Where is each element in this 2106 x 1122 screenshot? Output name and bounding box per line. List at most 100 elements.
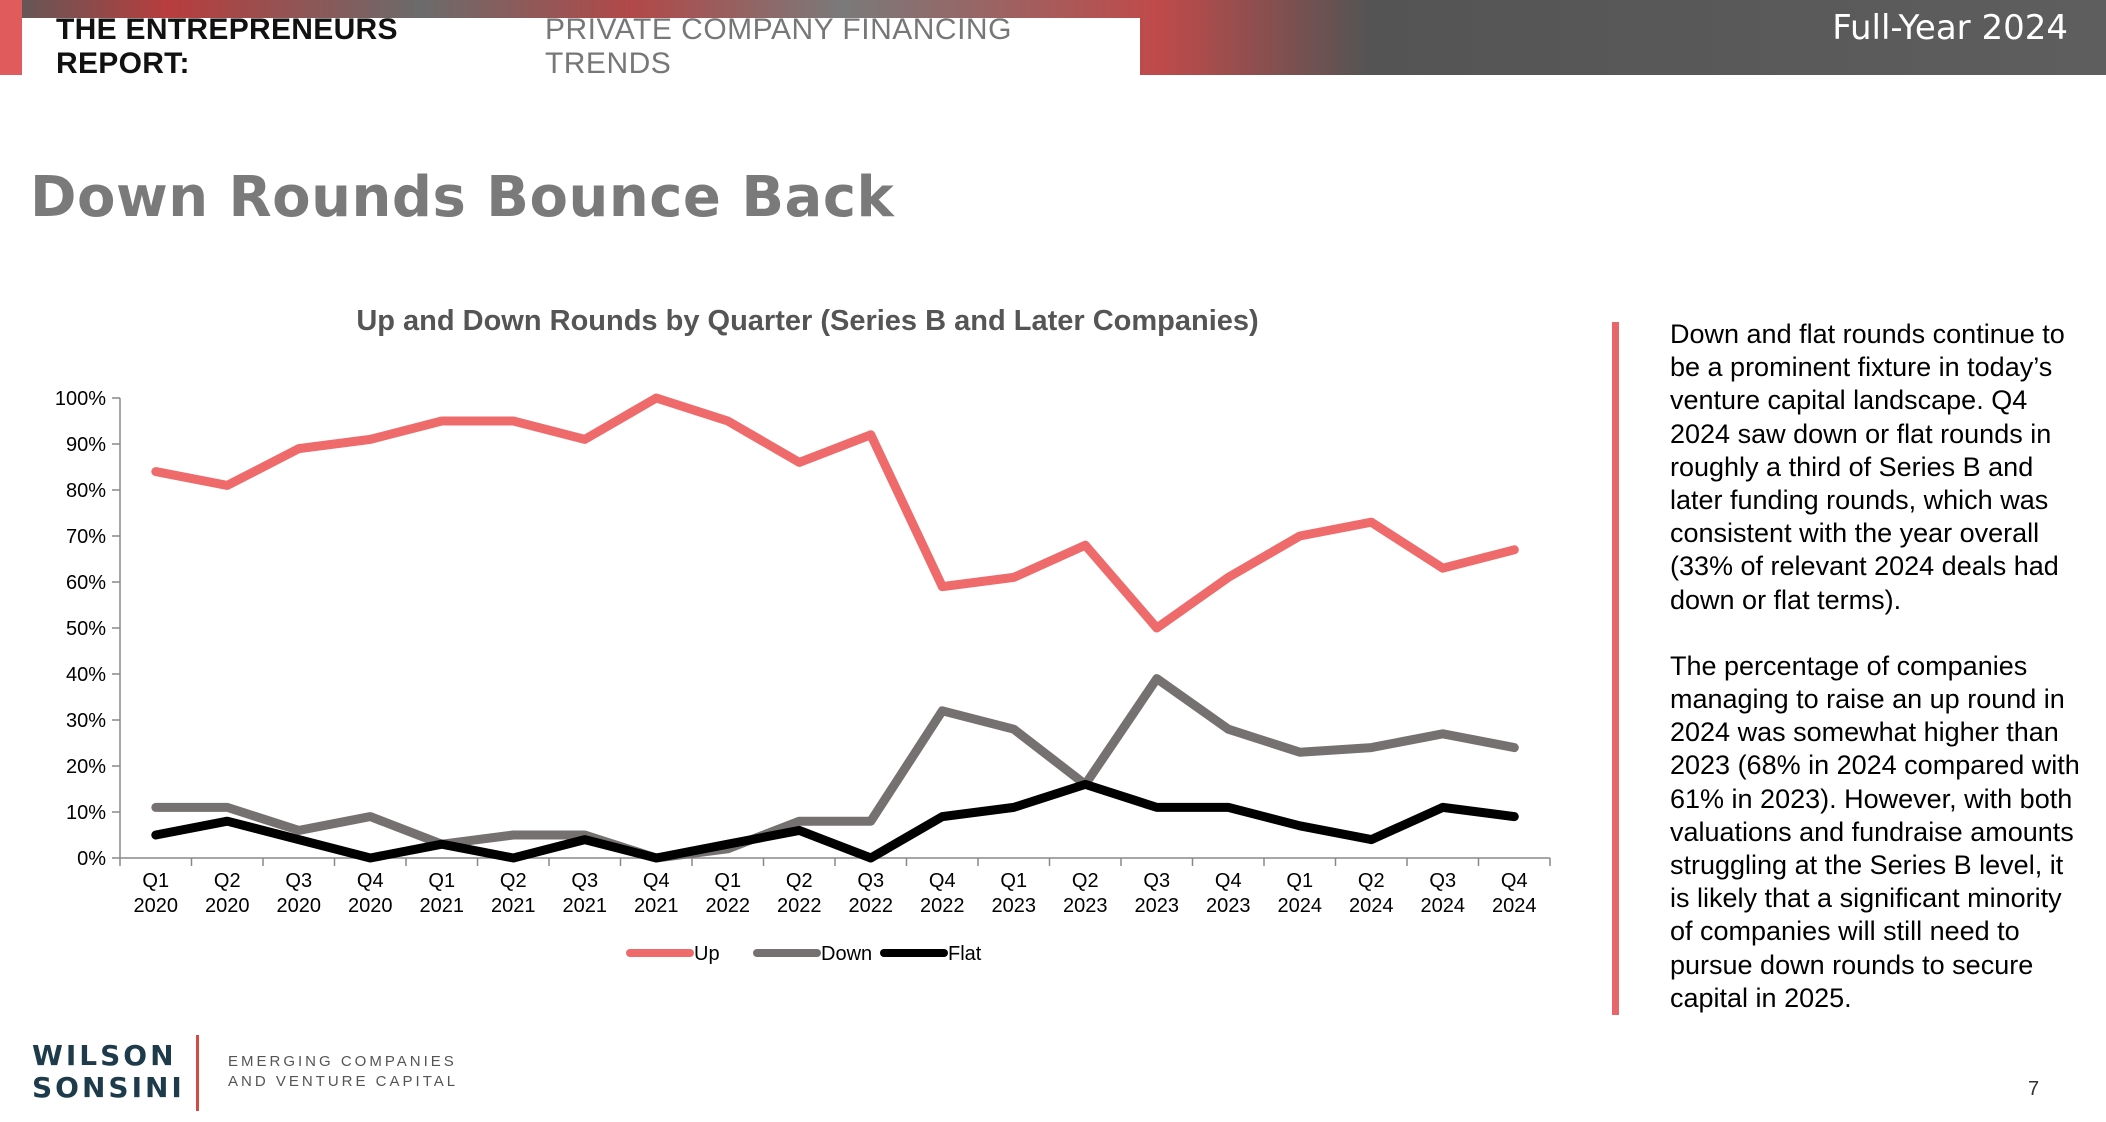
x-tick-label-year: 2020 — [277, 895, 322, 917]
x-tick-label-year: 2021 — [420, 895, 465, 917]
x-tick-label-year: 2020 — [348, 895, 393, 917]
report-title-light: PRIVATE COMPANY FINANCING TRENDS — [544, 12, 1012, 80]
data-point-flat — [655, 857, 658, 859]
data-point-down — [1513, 746, 1516, 749]
x-tick-label-quarter: Q4 — [357, 870, 384, 892]
data-point-up — [726, 420, 729, 422]
y-tick-label: 50% — [66, 618, 106, 640]
legend-label-down: Down — [821, 943, 872, 965]
data-point-up — [440, 420, 443, 422]
tagline: EMERGING COMPANIES AND VENTURE CAPITAL — [228, 1052, 458, 1092]
data-point-up — [369, 438, 372, 441]
data-point-up — [655, 397, 658, 399]
data-point-down — [1441, 732, 1444, 735]
data-point-flat — [1227, 806, 1230, 809]
data-point-down — [1227, 728, 1230, 731]
data-point-flat — [798, 829, 801, 832]
data-point-down — [798, 820, 801, 823]
line-chart: 0% 10% 20% 30% 40% 50% 60% 70% 80% 90% 100% Q1 2020 Q… — [55, 388, 1551, 965]
page-number: 7 — [2028, 1078, 2040, 1100]
chart-title: Up and Down Rounds by Quarter (Series B … — [356, 305, 1259, 337]
x-tick-label-year: 2021 — [634, 895, 679, 917]
x-tick-label-quarter: Q2 — [1072, 870, 1099, 892]
legend-label-flat: Flat — [948, 943, 982, 965]
x-tick-label-quarter: Q4 — [929, 870, 956, 892]
data-point-flat — [1298, 824, 1301, 827]
data-point-up — [941, 585, 944, 588]
data-point-down — [297, 829, 300, 832]
x-tick-label-quarter: Q2 — [500, 870, 527, 892]
x-tick-label-year: 2024 — [1492, 895, 1537, 917]
x-tick-label-quarter: Q1 — [1286, 870, 1313, 892]
data-point-up — [512, 420, 515, 422]
data-point-up — [1513, 548, 1516, 551]
data-point-down — [1298, 751, 1301, 754]
tagline-line-2: AND VENTURE CAPITAL — [228, 1073, 459, 1090]
header-accent-strip — [0, 0, 22, 75]
report-title-box: THE ENTREPRENEURS REPORT: PRIVATE COMPAN… — [22, 13, 1140, 80]
sidebar-paragraph-1: Down and flat rounds continue to be a pr… — [1670, 319, 2065, 615]
sidebar-commentary: Down and flat rounds continue to be a pr… — [1670, 318, 2090, 1048]
data-point-flat — [1513, 815, 1516, 818]
x-tick-label-year: 2020 — [134, 895, 179, 917]
x-tick-label-quarter: Q1 — [428, 870, 455, 892]
tagline-line-1: EMERGING COMPANIES — [228, 1053, 457, 1070]
x-tick-label-year: 2023 — [1063, 895, 1108, 917]
data-point-flat — [440, 843, 443, 846]
data-point-flat — [583, 838, 586, 841]
data-point-down — [1155, 677, 1158, 680]
data-point-up — [154, 470, 157, 473]
x-tick-label-quarter: Q1 — [714, 870, 741, 892]
series-line-up — [151, 393, 1519, 633]
data-point-flat — [297, 838, 300, 841]
sidebar-divider — [1612, 322, 1619, 1015]
y-tick-label: 0% — [77, 848, 106, 870]
logo-line-1: WILSON — [32, 1039, 177, 1072]
x-tick-label-quarter: Q3 — [1143, 870, 1170, 892]
data-point-up — [1298, 535, 1301, 537]
x-tick-label-quarter: Q4 — [1215, 870, 1242, 892]
company-logo: WILSON SONSINI — [32, 1040, 185, 1104]
data-point-flat — [369, 857, 372, 859]
x-tick-label-quarter: Q3 — [571, 870, 598, 892]
x-tick-label-quarter: Q2 — [214, 870, 241, 892]
logo-divider — [196, 1035, 199, 1111]
data-point-down — [226, 806, 229, 809]
x-tick-label-year: 2024 — [1421, 895, 1466, 917]
data-point-flat — [1155, 806, 1158, 809]
data-point-up — [1084, 544, 1087, 547]
data-point-flat — [512, 857, 515, 859]
data-point-up — [869, 433, 872, 436]
x-tick-label-year: 2022 — [849, 895, 894, 917]
x-tick-label-quarter: Q4 — [1501, 870, 1528, 892]
logo-line-2: SONSINI — [32, 1071, 185, 1104]
data-point-up — [1441, 567, 1444, 570]
x-tick-label-quarter: Q2 — [786, 870, 813, 892]
data-point-down — [941, 709, 944, 712]
x-tick-label-year: 2023 — [992, 895, 1037, 917]
y-tick-label: 60% — [66, 572, 106, 594]
data-point-flat — [941, 815, 944, 818]
x-tick-label-year: 2023 — [1135, 895, 1180, 917]
x-tick-label-year: 2024 — [1278, 895, 1323, 917]
y-tick-label: 40% — [66, 664, 106, 686]
data-point-up — [1227, 576, 1230, 579]
y-tick-label: 10% — [66, 802, 106, 824]
y-tick-label: 80% — [66, 480, 106, 502]
data-point-flat — [1012, 806, 1015, 809]
x-tick-label-year: 2024 — [1349, 895, 1394, 917]
data-point-up — [226, 484, 229, 487]
page-title: Down Rounds Bounce Back — [30, 165, 895, 230]
x-tick-label-year: 2022 — [920, 895, 965, 917]
legend-label-up: Up — [694, 943, 720, 965]
x-tick-label-quarter: Q3 — [1429, 870, 1456, 892]
data-point-flat — [1370, 838, 1373, 841]
data-point-down — [1370, 746, 1373, 749]
data-point-up — [583, 438, 586, 441]
y-tick-label: 20% — [66, 756, 106, 778]
edition-label: Full-Year 2024 — [1832, 8, 2068, 48]
series-line-down — [151, 674, 1519, 863]
x-tick-label-year: 2020 — [205, 895, 250, 917]
y-tick-label: 30% — [66, 710, 106, 732]
data-point-down — [154, 806, 157, 809]
